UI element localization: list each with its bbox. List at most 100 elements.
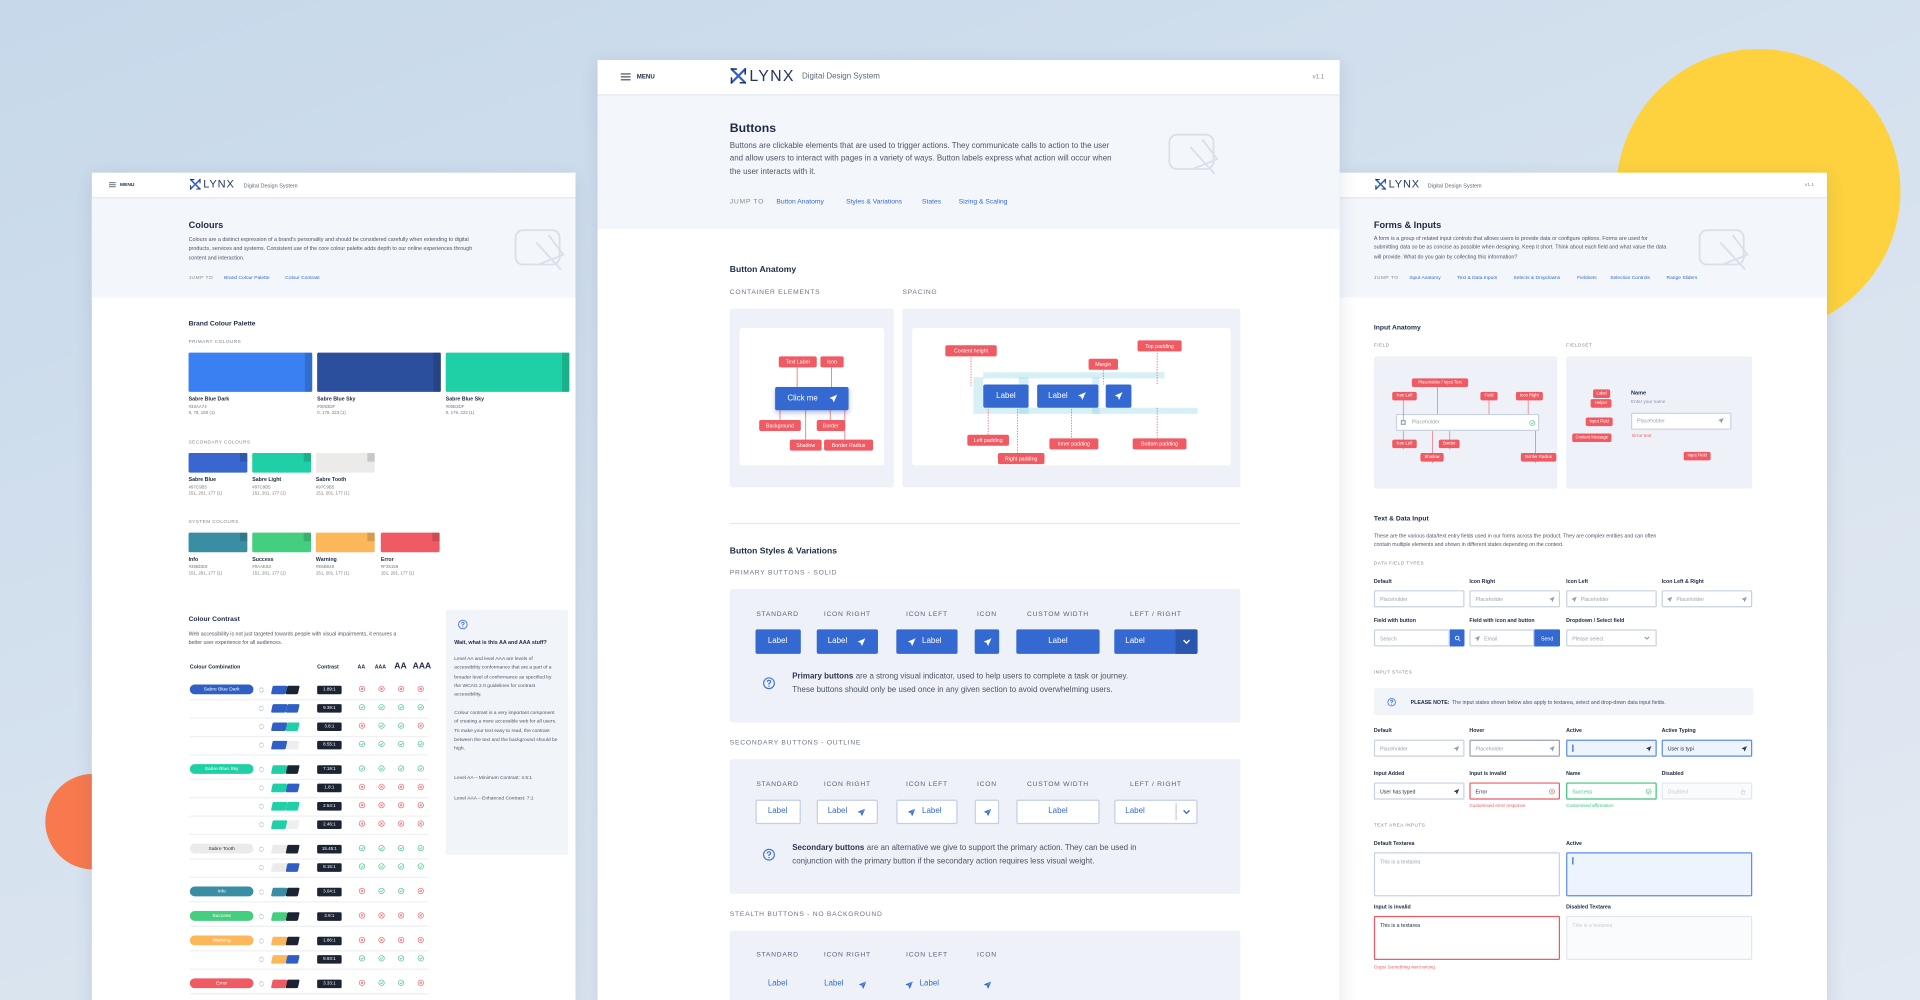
illustration-shape [1698,229,1745,266]
fail-icon [359,937,366,944]
status-mark [419,786,423,789]
button[interactable] [816,629,878,654]
input-field[interactable] [1661,739,1753,757]
swatch-name: Success [252,555,274,563]
input-field[interactable] [1373,629,1450,647]
row-divider [189,925,429,926]
button[interactable] [775,386,849,411]
button[interactable] [896,799,958,825]
table-header: AAA [374,663,387,670]
send-icon [983,807,991,816]
status-mark [419,743,423,746]
help-icon [763,848,775,861]
input-field[interactable] [1566,782,1657,800]
status-ring [418,863,425,870]
colour-chip [285,685,300,694]
column-heading: ICON LEFT [906,781,948,789]
fail-icon [418,980,425,987]
note-body: are an alternative we give to support th… [792,843,1137,866]
section-panel [729,759,1241,894]
status-mark [380,786,384,789]
subsection-heading: STEALTH BUTTONS - NO BACKGROUND [729,911,883,919]
button[interactable] [896,629,958,654]
jump-link[interactable]: Styles & Variations [846,198,903,206]
button[interactable] [1037,384,1099,408]
input-field[interactable] [1373,852,1561,897]
jump-link[interactable]: Button Anatomy [776,198,824,206]
jump-link[interactable]: States [922,198,942,206]
colour-pill: Warning [189,935,254,946]
input-field[interactable] [1373,739,1465,757]
status-ring [359,802,366,809]
fail-icon [378,686,386,693]
send-icon-fold [985,807,991,813]
logo-stroke [1375,179,1386,190]
swap-icon [259,913,264,919]
input-field[interactable] [1469,782,1561,800]
input-field[interactable] [1566,739,1657,757]
button[interactable] [1016,799,1100,825]
swatch-shade [240,532,248,542]
status-ring [378,723,386,730]
jump-link[interactable]: Range Sliders [1666,274,1698,281]
button[interactable] [754,799,801,825]
jump-label: JUMP TO [1373,274,1399,281]
button[interactable] [754,629,801,654]
input-field[interactable] [1566,915,1753,961]
jump-link[interactable]: Selects & Dropdowns [1513,274,1561,281]
field-label: Input is invalid [1373,903,1411,910]
button[interactable] [1534,629,1561,647]
button[interactable] [1016,629,1100,654]
column-heading: STANDARD [756,951,799,959]
jump-link[interactable]: Brand Colour Palette [224,274,270,281]
status-ring [418,912,425,919]
status-ring [418,741,425,748]
send-icon-fold [985,637,991,643]
text-cursor [1572,744,1573,752]
jump-label: JUMP TO [188,274,214,281]
swatch-hex: #E5B848 [315,564,335,570]
status-mark [360,743,365,746]
swap-icon-shape [259,705,264,711]
page-title: Forms & Inputs [1373,219,1442,231]
input-field[interactable] [1661,590,1753,608]
button[interactable] [1449,629,1465,647]
input-field[interactable] [1469,629,1535,647]
input-field[interactable] [1566,629,1657,647]
status-ring [418,686,425,693]
input-field[interactable] [1373,590,1465,608]
tagline: Digital Design System [1427,182,1482,189]
colour-chip [285,978,300,988]
button-label: Label [824,979,844,989]
input-field[interactable] [1469,590,1561,608]
jump-link[interactable]: Selection Controls [1610,274,1650,281]
status-ring [418,845,425,852]
jump-link[interactable]: Input Anatomy [1409,274,1441,281]
status-mark [360,865,365,869]
annotation-tag: Icon Right [1515,391,1543,401]
lock-shackle [1741,788,1745,791]
button[interactable] [816,799,878,825]
column-heading: ICON [977,611,997,619]
button-label: Label [922,806,942,816]
button[interactable] [1114,799,1198,825]
status-mark [360,706,365,710]
jump-link[interactable]: Text & Data Inputs [1457,274,1498,281]
status-ring [418,723,425,730]
input-field[interactable] [1373,915,1561,961]
jump-link[interactable]: Colour Contrast [285,274,320,281]
button[interactable] [983,384,1029,408]
send-icon [983,980,991,989]
input-field[interactable] [1373,782,1465,800]
input-field[interactable] [1661,782,1753,800]
jump-link[interactable]: Sizing & Scaling [958,198,1008,206]
status-mark [361,786,364,789]
jump-link[interactable]: Fieldsets [1577,274,1597,281]
input-field[interactable] [1469,739,1561,757]
note-title: Wait, what is this AA and AAA stuff? [454,639,547,646]
fail-icon [378,821,386,828]
note-paragraph: Level AA and level AAA are levels of acc… [454,655,552,697]
input-field[interactable] [1566,852,1753,897]
input-field[interactable] [1566,590,1657,608]
button[interactable] [974,799,1000,825]
